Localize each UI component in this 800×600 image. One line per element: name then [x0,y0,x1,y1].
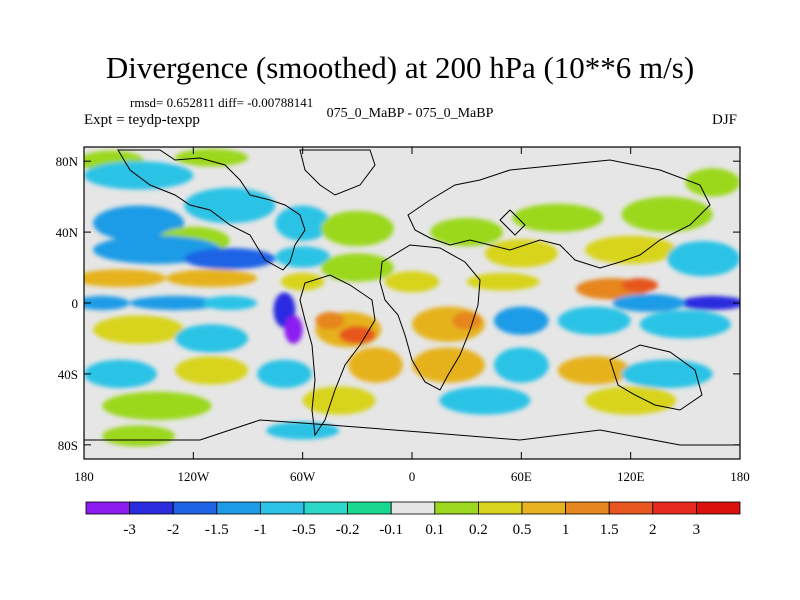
divergence-cell [280,272,325,291]
colorbar-swatch [652,501,697,515]
divergence-cell [452,311,482,330]
colorbar-swatch [216,501,261,515]
colorbar-swatch [477,501,523,515]
colorbar-label: -0.2 [336,522,360,538]
divergence-cell [93,315,185,344]
colorbar-label: 0.1 [425,522,444,538]
divergence-cell [175,148,248,167]
divergence-cell [384,271,440,293]
chart-title: Divergence (smoothed) at 200 hPa (10**6 … [105,50,695,85]
divergence-cell [493,306,549,335]
divergence-cell [439,386,531,415]
stats-line: rmsd= 0.652811 diff= -0.00788141 [130,95,314,110]
colorbar-swatch [434,501,479,515]
colorbar-label: 1 [562,522,570,538]
divergence-cell [621,196,713,233]
divergence-cell [466,272,540,291]
colorbar-swatch [565,501,610,515]
colorbar: -3 -2 -1.5 -1 -0.5 -0.2 -0.1 0.1 0.2 0.5 1 1.5 2 3 [85,501,741,538]
y-tick-label: 0 [72,296,79,311]
colorbar-swatch [696,501,741,515]
divergence-cell [257,359,312,389]
divergence-cell [320,253,394,282]
divergence-cell [585,235,677,264]
chart-subtitle: 075_0_MaBP - 075_0_MaBP [326,106,494,121]
x-tick-label: 180 [730,469,750,484]
colorbar-swatch [347,501,392,515]
y-axis: 80N 40N 0 40S 80S [56,154,740,453]
colorbar-swatch [390,501,436,515]
colorbar-label: -1.5 [205,522,229,538]
colorbar-swatch [259,501,305,515]
divergence-cell [302,386,376,415]
x-tick-label: 120W [177,469,210,484]
experiment-label: Expt = teydp-texpp [84,112,200,128]
divergence-cell [320,210,394,247]
colorbar-swatch [129,501,174,515]
y-tick-label: 40S [58,367,78,382]
divergence-cell [93,205,185,241]
x-axis: 180 120W 60W 0 60E 120E 180 [74,147,750,484]
divergence-cell [84,269,166,288]
divergence-cell [484,239,558,268]
divergence-cell [412,347,485,383]
colorbar-label: -2 [167,522,180,538]
colorbar-label: 0.2 [469,522,488,538]
colorbar-label: 3 [693,522,701,538]
divergence-cell [84,161,194,190]
divergence-cell [585,386,677,415]
divergence-cell [512,203,604,233]
divergence-cell [166,269,258,288]
divergence-cell [557,306,631,335]
y-tick-label: 80S [58,438,78,453]
divergence-cell [348,347,403,383]
divergence-cell [102,425,176,447]
x-tick-label: 60W [290,469,316,484]
x-tick-label: 180 [74,469,94,484]
x-tick-label: 0 [409,469,416,484]
colorbar-label: -1 [254,522,267,538]
divergence-cell [102,391,212,420]
divergence-cell [184,248,276,270]
divergence-cell [339,326,376,344]
y-tick-label: 40N [56,225,79,240]
divergence-cell [175,324,248,353]
y-tick-label: 80N [56,154,79,169]
divergence-cell [315,311,345,330]
divergence-cell [175,356,248,385]
colorbar-swatch [521,501,566,515]
divergence-cell [612,294,686,312]
divergence-cell [430,217,504,247]
divergence-cell [493,347,549,383]
divergence-cell [275,246,330,268]
divergence-cell [621,278,658,293]
colorbar-label: 1.5 [600,522,619,538]
divergence-cell [284,315,303,344]
x-tick-label: 60E [511,469,532,484]
colorbar-swatch [85,501,130,515]
divergence-cell [679,295,740,311]
divergence-cell [184,187,276,224]
colorbar-label: 0.5 [513,522,532,538]
colorbar-label: -3 [123,522,136,538]
divergence-cell [84,295,130,311]
divergence-cell [667,240,740,277]
coastline-outline [84,149,740,446]
divergence-cell [129,295,221,311]
colorbar-swatch [608,501,654,515]
colorbar-label: 2 [649,522,657,538]
divergence-cell [84,359,157,389]
divergence-cell [202,295,258,311]
colorbar-swatch [172,501,218,515]
season-label: DJF [712,112,738,128]
colorbar-label: -0.1 [379,522,403,538]
divergence-cell [557,356,631,385]
colorbar-swatch [303,501,348,515]
divergence-cell [639,310,731,339]
colorbar-label: -0.5 [292,522,316,538]
divergence-cell [685,168,740,197]
x-tick-label: 120E [617,469,645,484]
